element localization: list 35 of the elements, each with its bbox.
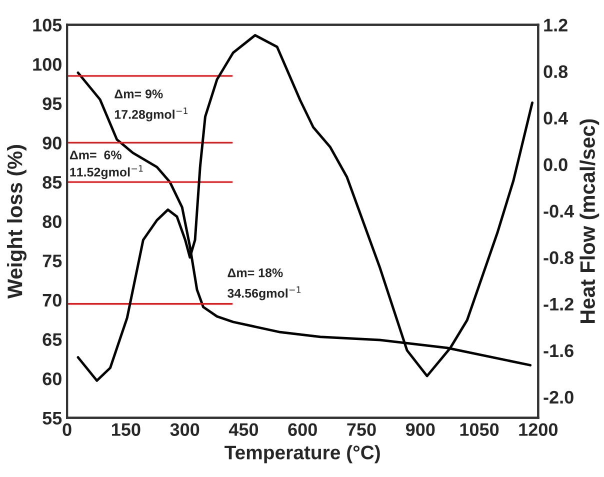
y-tick-label: 65 bbox=[42, 333, 62, 346]
y2-tick-label: 0.0 bbox=[544, 158, 568, 172]
y-axis-title: Weight loss (%) bbox=[6, 144, 27, 299]
y2-tick-label: -0.8 bbox=[544, 251, 574, 264]
y-tick-label: 100 bbox=[33, 58, 62, 71]
annotation: Δm= 18% 34.56gmol$^{−1}$ bbox=[228, 268, 301, 300]
y-tick-label: 105 bbox=[33, 18, 62, 32]
x-tick-label: 750 bbox=[347, 423, 376, 436]
y-tick-label: 75 bbox=[42, 254, 62, 268]
x-tick-label: 450 bbox=[228, 423, 258, 436]
y2-tick-label: 0.4 bbox=[544, 112, 568, 125]
y-tick-label: 95 bbox=[42, 97, 62, 110]
y-tick-label: 60 bbox=[42, 372, 62, 386]
y-tick-label: 55 bbox=[42, 412, 62, 425]
y2-tick-label: -1.6 bbox=[544, 344, 574, 358]
x-tick-label: 0 bbox=[62, 423, 72, 436]
y2-tick-label: -1.2 bbox=[544, 298, 574, 310]
y-tick-label: 80 bbox=[42, 215, 62, 228]
x-tick-label: 300 bbox=[170, 423, 200, 436]
x-tick-label: 150 bbox=[112, 423, 140, 436]
y2-tick-label: 1.2 bbox=[544, 18, 568, 32]
y-tick-label: 90 bbox=[42, 136, 62, 150]
y2-tick-label: -2.0 bbox=[544, 390, 574, 404]
x-tick-label: 600 bbox=[288, 423, 317, 436]
annotation: Δm= 9% 17.28gmol$^{−1}$ bbox=[114, 90, 188, 122]
x-axis-title: Temperature (°C) bbox=[224, 445, 380, 464]
y-tick-label: 85 bbox=[42, 176, 62, 189]
y-tick-label: 70 bbox=[42, 294, 62, 307]
annotation: Δm= 6% 11.52gmol$^{−1}$ bbox=[70, 150, 143, 180]
y2-axis-title: Heat Flow (mcal/sec) bbox=[580, 119, 600, 323]
y2-tick-label: 0.8 bbox=[544, 65, 568, 78]
x-tick-label: 1050 bbox=[460, 423, 499, 436]
y2-tick-label: -0.4 bbox=[544, 204, 574, 218]
x-tick-label: 1200 bbox=[519, 423, 558, 436]
x-tick-label: 900 bbox=[406, 423, 435, 436]
